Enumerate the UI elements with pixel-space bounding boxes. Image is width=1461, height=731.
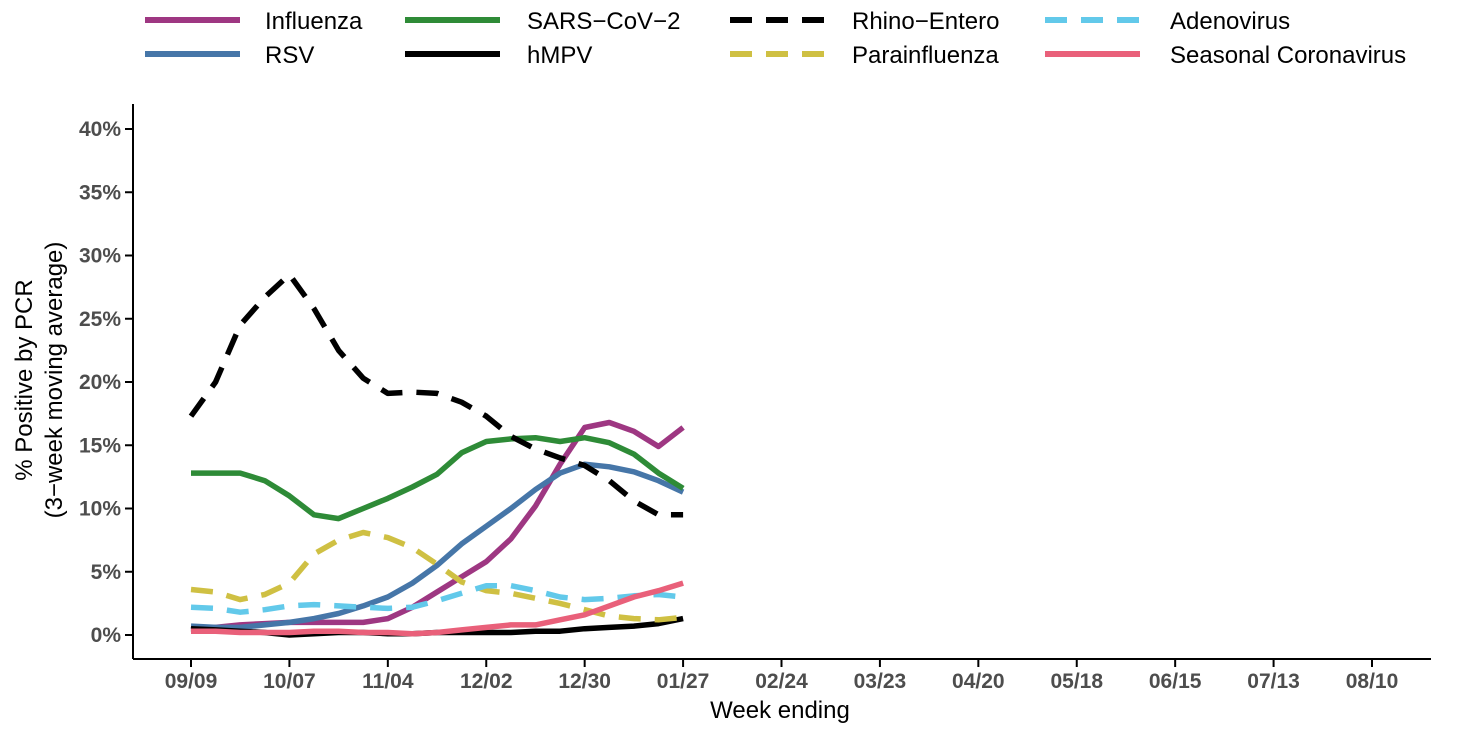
legend-item: RSV — [145, 42, 314, 69]
y-axis-title-line2: (3−week moving average) — [41, 242, 68, 519]
x-tick-label: 12/30 — [558, 670, 611, 693]
x-tick-label: 02/24 — [755, 670, 808, 693]
x-tick-label: 01/27 — [657, 670, 710, 693]
series-line-parainfluenza — [190, 529, 684, 623]
y-axis-title-line1: % Positive by PCR — [11, 279, 38, 480]
y-tick-label: 0% — [91, 624, 122, 647]
legend-label: Adenovirus — [1170, 8, 1290, 35]
y-tick-label: 25% — [79, 308, 121, 331]
legend-item: Seasonal Coronavirus — [1045, 42, 1406, 69]
x-tick-label: 11/04 — [362, 670, 414, 693]
legend-item: Parainfluenza — [730, 42, 999, 69]
x-tick-label: 05/18 — [1050, 670, 1103, 693]
y-tick-label: 35% — [79, 181, 121, 204]
x-tick-label: 04/20 — [952, 670, 1005, 693]
series-line-seasonal-coronavirus — [191, 580, 684, 637]
series-line-adenovirus — [190, 582, 684, 615]
x-tick-label: 09/09 — [165, 670, 218, 693]
legend-label: Rhino−Entero — [852, 8, 999, 35]
legend-label: RSV — [265, 42, 314, 69]
series-group — [188, 271, 685, 638]
legend-item: Adenovirus — [1045, 8, 1290, 35]
legend-item: Rhino−Entero — [730, 8, 999, 35]
y-tick-label: 5% — [91, 561, 122, 584]
legend-item: Influenza — [145, 8, 363, 35]
y-axis-title: % Positive by PCR (3−week moving average… — [11, 242, 68, 519]
x-tick-label: 03/23 — [854, 670, 907, 693]
x-axis-title: Week ending — [710, 697, 850, 724]
y-tick-label: 30% — [79, 245, 121, 268]
y-tick-label: 20% — [79, 371, 121, 394]
y-tick-label: 15% — [79, 434, 121, 457]
x-axis: 09/09 10/07 11/04 12/02 12/30 01/27 02/24 03/23… — [133, 658, 1431, 693]
y-axis: 0% 5% 10% 15% 20% 25% 30% 35% 40% — [79, 104, 134, 659]
y-tick-label: 40% — [79, 118, 121, 141]
y-tick-label: 10% — [79, 498, 121, 521]
x-tick-label: 06/15 — [1149, 670, 1202, 693]
legend-item: hMPV — [405, 42, 592, 69]
x-tick-label: 07/13 — [1247, 670, 1300, 693]
series-line-influenza — [190, 419, 685, 633]
series-line-rhino-entero — [188, 271, 684, 518]
legend-label: Influenza — [265, 8, 363, 35]
x-tick-label: 10/07 — [263, 670, 316, 693]
series-line-rsv — [190, 461, 685, 631]
x-tick-label: 08/10 — [1346, 670, 1399, 693]
legend: Influenza RSV SARS−CoV−2 hMPV Rhino−Entero Pa… — [145, 8, 1406, 69]
legend-item: SARS−CoV−2 — [405, 8, 680, 35]
legend-label: Parainfluenza — [852, 42, 999, 69]
legend-label: SARS−CoV−2 — [527, 8, 680, 35]
series-line-sars-cov-2 — [191, 434, 685, 522]
x-tick-label: 12/02 — [460, 670, 513, 693]
legend-label: Seasonal Coronavirus — [1170, 42, 1406, 69]
legend-label: hMPV — [527, 42, 592, 69]
